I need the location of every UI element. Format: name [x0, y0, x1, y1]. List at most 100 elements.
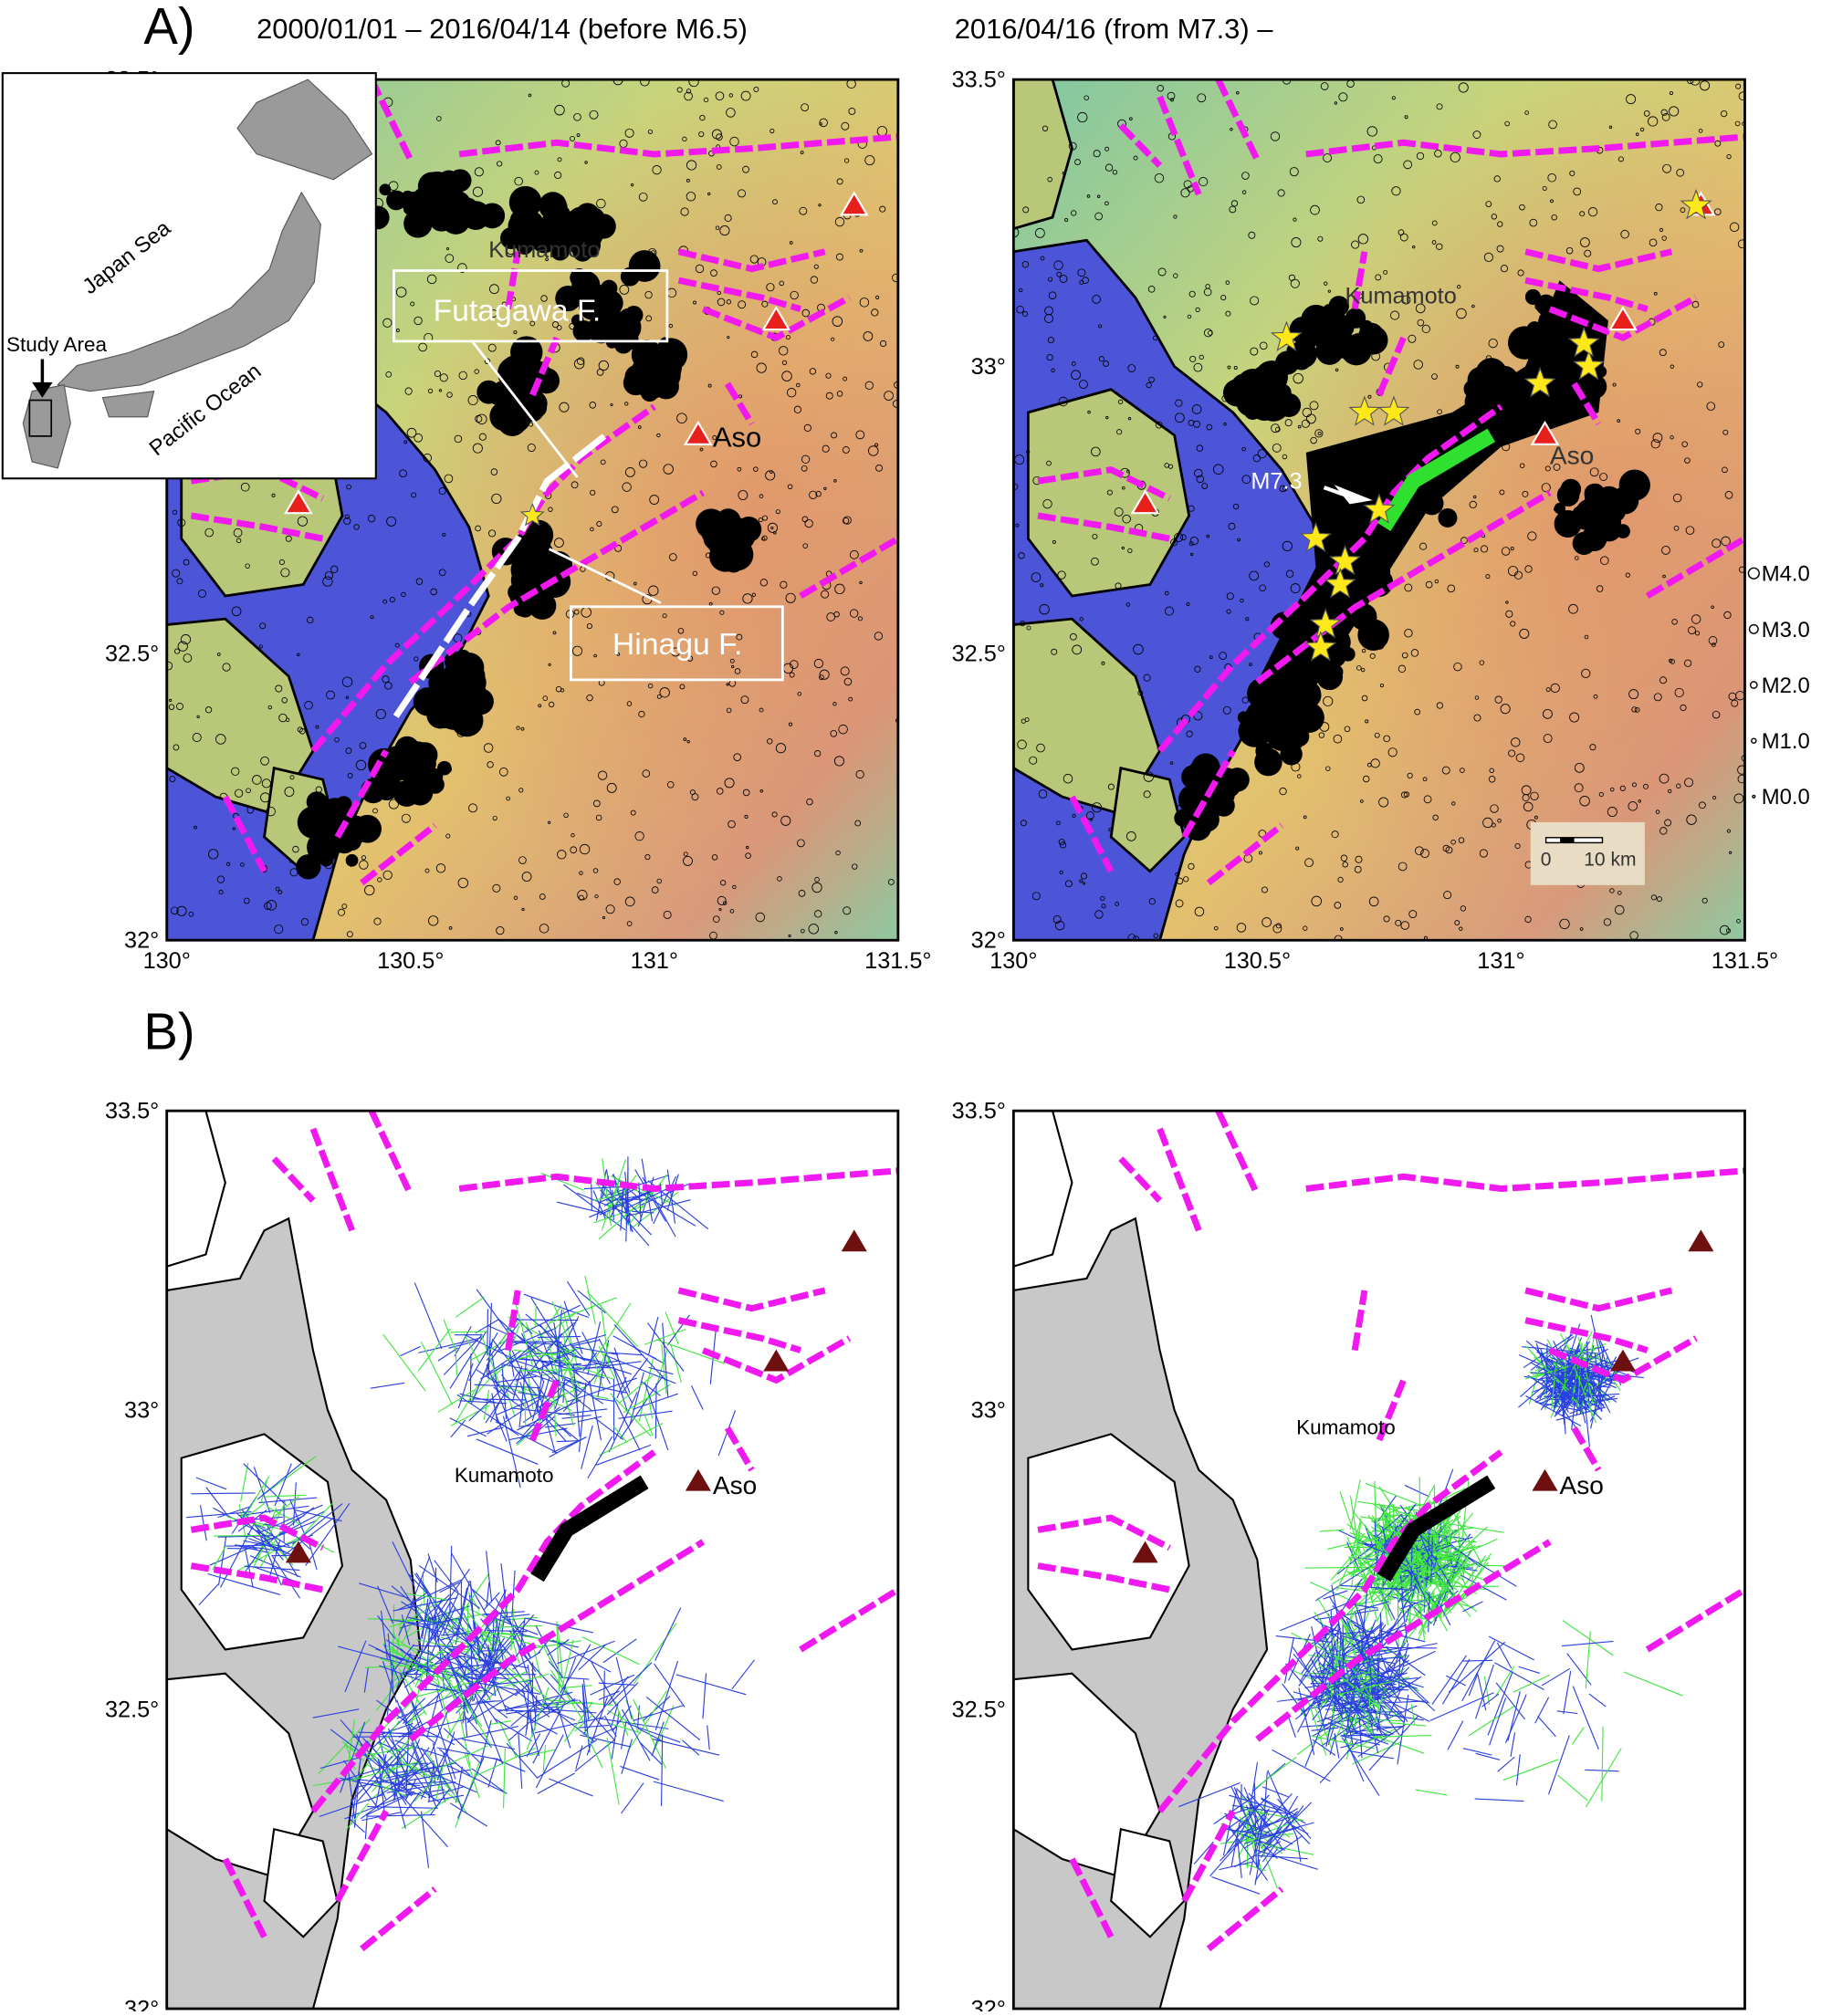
map-label: Aso: [1560, 1471, 1604, 1499]
event-cluster: [543, 221, 560, 238]
event-cluster: [661, 366, 674, 379]
strain-axis: [1463, 1660, 1493, 1661]
x-tick-label: 130.5°: [377, 948, 444, 974]
map-label: Futagawa F.: [434, 293, 602, 328]
y-tick-label: 32.5°: [952, 1697, 1006, 1722]
event-cluster: [429, 684, 450, 705]
map-label: Kumamoto: [488, 237, 600, 263]
event-cluster: [1337, 320, 1350, 333]
event-cluster: [513, 351, 537, 375]
map-label: M7.3: [1251, 468, 1302, 494]
map-label: Study Area: [6, 333, 107, 356]
map-label: M4.0: [1762, 562, 1810, 587]
strain-axis: [1377, 1653, 1378, 1704]
event-cluster: [353, 815, 382, 843]
scale-bar: [1560, 838, 1574, 843]
figure-body: A) 2000/01/01 – 2016/04/14 (before M6.5)…: [3, 0, 1810, 2011]
strain-axis: [655, 1383, 656, 1438]
y-tick-label: 32.5°: [105, 641, 159, 666]
event-cluster: [1438, 508, 1457, 528]
map-label: M1.0: [1762, 729, 1810, 754]
panel-title: 2000/01/01 – 2016/04/14 (before M6.5): [256, 13, 748, 45]
map-label: 10 km: [1584, 850, 1636, 871]
event-cluster: [659, 337, 673, 350]
map-label: M2.0: [1762, 674, 1810, 698]
map-label: Kumamoto: [455, 1464, 554, 1487]
map-label: Aso: [713, 422, 761, 454]
map-label: Hinagu F.: [612, 627, 742, 662]
event-cluster: [386, 191, 406, 211]
y-tick-label: 32.5°: [952, 641, 1006, 666]
event-cluster: [1619, 469, 1650, 500]
y-tick-label: 32°: [971, 928, 1006, 954]
event-cluster: [436, 711, 454, 728]
map-label: Aso: [713, 1471, 757, 1499]
event-cluster: [623, 371, 648, 395]
event-cluster: [581, 207, 605, 232]
map-label: 0: [1541, 850, 1552, 871]
y-tick-label: 32.5°: [105, 1697, 159, 1722]
map-label: Aso: [1550, 441, 1594, 469]
event-cluster: [512, 577, 529, 594]
x-tick-label: 131°: [1477, 948, 1524, 974]
event-cluster: [1300, 317, 1317, 334]
event-cluster: [1233, 382, 1253, 402]
event-cluster: [736, 517, 761, 542]
event-cluster: [403, 204, 414, 214]
map-label: Kumamoto: [1296, 1415, 1396, 1438]
event-cluster: [1338, 333, 1356, 351]
event-cluster: [1594, 508, 1621, 536]
y-tick-label: 32°: [124, 1996, 159, 2011]
event-cluster: [624, 306, 643, 324]
event-cluster: [305, 809, 337, 841]
event-cluster: [707, 522, 729, 544]
event-cluster: [1282, 730, 1303, 750]
panel-label: A): [143, 0, 194, 55]
legend-symbol: [1750, 625, 1759, 634]
legend-symbol: [1751, 682, 1757, 688]
panel-label: B): [143, 1003, 194, 1060]
event-cluster: [1254, 748, 1282, 777]
legend-symbol: [1752, 738, 1756, 743]
event-cluster: [403, 754, 415, 766]
x-tick-label: 130.5°: [1224, 948, 1291, 974]
map-panel: [1010, 76, 1748, 943]
event-cluster: [1238, 711, 1251, 724]
y-tick-label: 33°: [971, 1398, 1006, 1424]
event-cluster: [1607, 494, 1623, 509]
x-tick-label: 131.5°: [1712, 948, 1778, 974]
event-cluster: [1525, 289, 1541, 305]
y-tick-label: 33°: [124, 1398, 159, 1424]
map-label: Kumamoto: [1345, 283, 1457, 308]
event-cluster: [516, 541, 548, 573]
event-cluster: [709, 540, 741, 572]
event-cluster: [1260, 381, 1274, 395]
legend-symbol: [1753, 795, 1755, 798]
y-tick-label: 33.5°: [952, 1099, 1006, 1124]
event-cluster: [513, 194, 532, 214]
event-cluster: [319, 851, 333, 866]
strain-axis: [214, 1535, 261, 1536]
event-cluster: [426, 768, 443, 785]
strain-axis: [536, 1304, 537, 1328]
y-tick-label: 33.5°: [105, 1099, 159, 1124]
panel-title: 2016/04/16 (from M7.3) –: [955, 13, 1274, 45]
event-cluster: [1359, 326, 1388, 355]
event-cluster: [1357, 619, 1389, 651]
event-cluster: [1341, 647, 1356, 662]
legend-symbol: [1748, 568, 1759, 579]
event-cluster: [314, 799, 328, 812]
event-cluster: [1577, 506, 1594, 522]
event-cluster: [346, 854, 359, 867]
event-cluster: [1254, 725, 1273, 744]
map-panel: [167, 1111, 898, 2009]
event-cluster: [413, 742, 438, 768]
y-tick-label: 32°: [971, 1996, 1006, 2011]
event-cluster: [465, 665, 486, 686]
event-cluster: [1281, 398, 1293, 411]
event-cluster: [432, 183, 463, 214]
y-tick-label: 33.5°: [952, 68, 1006, 93]
y-tick-label: 33°: [971, 354, 1006, 380]
